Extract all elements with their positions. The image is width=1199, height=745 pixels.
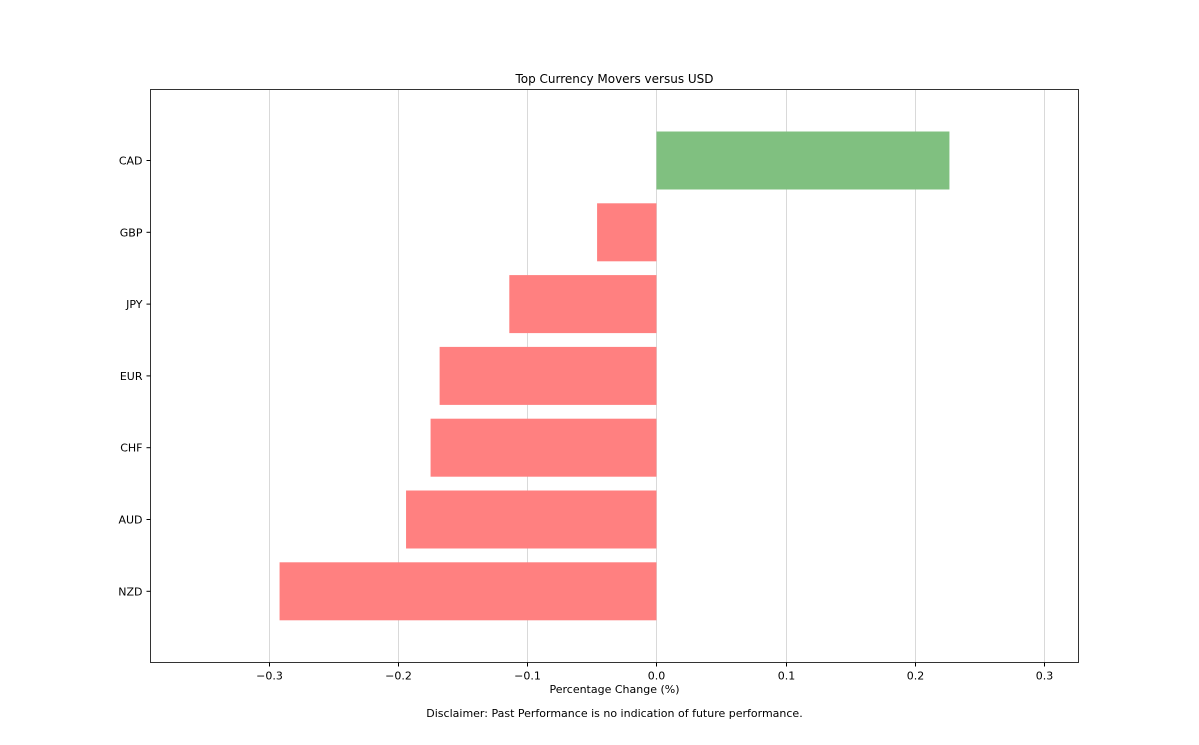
x-tick-label: 0.0: [648, 670, 666, 683]
x-tick-label: −0.2: [385, 670, 412, 683]
x-tick-label: −0.1: [514, 670, 541, 683]
y-tick-label: CHF: [120, 442, 142, 455]
x-axis-label: Percentage Change (%): [549, 683, 679, 696]
bars: [279, 131, 950, 621]
y-tick-label: GBP: [120, 226, 143, 239]
bar-jpy: [509, 275, 657, 334]
y-tick-label: AUD: [118, 514, 142, 527]
disclaimer-text: Disclaimer: Past Performance is no indic…: [426, 707, 802, 720]
bar-aud: [406, 490, 657, 549]
y-tick-label: JPY: [125, 298, 143, 311]
x-tick-label: 0.2: [907, 670, 925, 683]
bar-gbp: [597, 203, 657, 262]
bar-chf: [430, 418, 657, 477]
bar-nzd: [279, 562, 657, 621]
y-tick-label: CAD: [119, 155, 143, 168]
bar-cad: [656, 131, 950, 190]
bar-eur: [439, 346, 657, 405]
x-tick-label: 0.3: [1036, 670, 1054, 683]
x-tick-label: 0.1: [778, 670, 796, 683]
x-tick-label: −0.3: [256, 670, 283, 683]
y-tick-label: EUR: [120, 370, 143, 383]
x-axis-ticks: −0.3 −0.2 −0.1 0.0 0.1 0.2 0.3: [256, 662, 1054, 683]
y-axis-ticks: CAD GBP JPY EUR CHF AUD NZD: [118, 155, 151, 598]
y-tick-label: NZD: [118, 585, 142, 598]
chart-title: Top Currency Movers versus USD: [514, 72, 713, 86]
